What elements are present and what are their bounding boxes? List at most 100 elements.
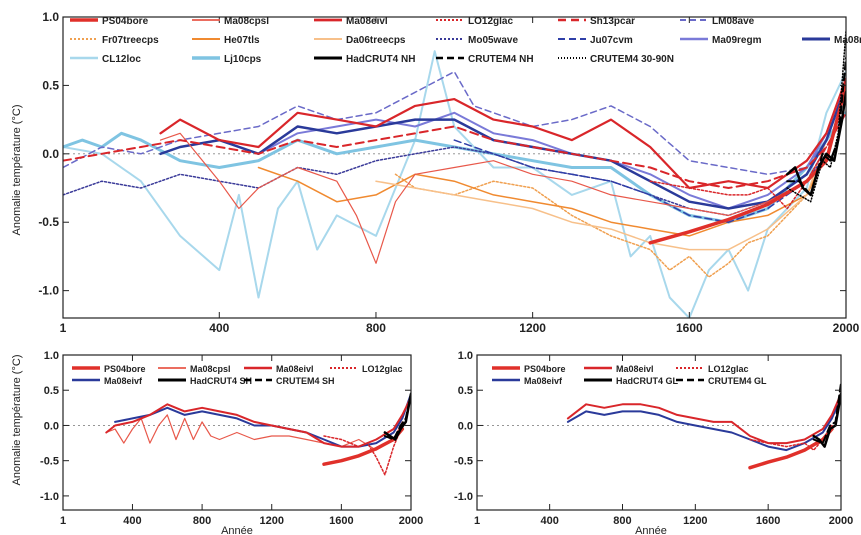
- series-line-ma08eivl: [105, 396, 411, 448]
- y-tick-label: 0.0: [458, 420, 473, 432]
- legend-label-ma08min7eivf: Ma08min7eivf: [834, 35, 861, 46]
- series-line-lo12glac: [323, 424, 404, 476]
- legend-label-ps04bore: PS04bore: [104, 364, 146, 374]
- x-tick-label: 2000: [829, 515, 853, 527]
- panel-c: -1.0 -0.5 0.0 0.5 1.0 1 400 800 1200 1600 2000 PS04…: [454, 350, 853, 527]
- series-line-ma08eivf: [114, 392, 411, 448]
- x-tick-label: 1200: [519, 321, 546, 335]
- x-tick-label: 1200: [259, 515, 283, 527]
- series-line-ma08cpsl: [159, 132, 828, 264]
- legend-label-hadcrut4-nh: HadCRUT4 NH: [346, 54, 415, 65]
- y-tick-label: -1.0: [38, 284, 59, 298]
- x-tick-label: 800: [613, 515, 631, 527]
- legend-label-crutem4-30-90n: CRUTEM4 30-90N: [590, 54, 674, 65]
- series-line-crutem4-sh: [383, 392, 411, 441]
- y-tick-label: 1.0: [458, 350, 473, 362]
- x-axis-label-b: Année: [221, 525, 253, 535]
- series-line-he07tls: [257, 153, 828, 237]
- legend-label-lo12glac: LO12glac: [468, 16, 513, 27]
- y-tick-label: -0.5: [454, 456, 473, 468]
- series-line-cl12loc: [63, 50, 846, 318]
- y-tick-label: -0.5: [38, 215, 59, 229]
- legend-label-crutem4-gl: CRUTEM4 GL: [708, 376, 767, 386]
- y-tick-label: -1.0: [40, 491, 59, 503]
- legend-label-ma08cpsl: Ma08cpsl: [190, 364, 231, 374]
- series-line-lo12glac: [749, 424, 833, 451]
- series-line-lj10cps: [63, 111, 846, 224]
- y-axis-label-bottom: Anomalie température (°C): [11, 355, 23, 486]
- y-tick-label: 0.0: [42, 147, 59, 161]
- series-group: [63, 29, 846, 318]
- x-tick-label: 2000: [399, 515, 423, 527]
- series-line-ma08cpsl: [105, 414, 403, 451]
- plot-frame: [476, 354, 842, 511]
- y-tick-label: -0.5: [40, 456, 59, 468]
- y-tick-label: 0.5: [42, 78, 59, 92]
- legend-label-hadcrut4-sh: HadCRUT4 SH: [190, 376, 252, 386]
- x-tick-label: 2000: [833, 321, 860, 335]
- x-tick-label: 1600: [756, 515, 780, 527]
- series-line-hadcrut4-nh: [785, 91, 846, 197]
- x-tick-label: 1200: [683, 515, 707, 527]
- legend-label-ma09regm: Ma09regm: [712, 35, 762, 46]
- y-tick-label: 1.0: [42, 10, 59, 24]
- legend-label-lo12glac: LO12glac: [362, 364, 403, 374]
- x-tick-label: 400: [540, 515, 558, 527]
- x-tick-label: 1: [60, 321, 67, 335]
- series-line-ma08eivl: [566, 392, 841, 445]
- x-tick-label: 1600: [329, 515, 353, 527]
- series-line-da06treecps: [375, 139, 828, 251]
- legend-label-ma08eivl: Ma08eivl: [346, 16, 388, 27]
- series-line-lm08ave: [63, 70, 828, 176]
- series-line-sh13pcar: [63, 111, 846, 189]
- x-tick-label: 800: [193, 515, 211, 527]
- series-line-ma08eivf: [566, 396, 841, 452]
- legend-label-sh13pcar: Sh13pcar: [590, 16, 635, 27]
- x-tick-label: 1600: [676, 321, 703, 335]
- legend-label-ma08eivl: Ma08eivl: [616, 364, 654, 374]
- legend-label-crutem4-nh: CRUTEM4 NH: [468, 54, 534, 65]
- legend-label-ju07cvm: Ju07cvm: [590, 35, 633, 46]
- legend-label-lj10cps: Lj10cps: [224, 54, 262, 65]
- x-tick-label: 800: [366, 321, 386, 335]
- y-tick-label: -1.0: [454, 491, 473, 503]
- legend-label-crutem4-sh: CRUTEM4 SH: [276, 376, 335, 386]
- series-line-hadcrut4-gl: [812, 392, 841, 448]
- series-line-ju07cvm: [453, 139, 828, 223]
- panel-a: -1.0 -0.5 0.0 0.5 1.0 1 400 800 1200 1600 2000 PS04…: [38, 10, 861, 335]
- legend-label-mo05wave: Mo05wave: [468, 35, 518, 46]
- y-tick-label: 0.5: [44, 385, 59, 397]
- legend-label-ma08eivl: Ma08eivl: [276, 364, 314, 374]
- legend-label-fr07treecps: Fr07treecps: [102, 35, 159, 46]
- legend-label-ma08eivf: Ma08eivf: [104, 376, 143, 386]
- x-tick-label: 400: [123, 515, 141, 527]
- x-tick-label: 1: [60, 515, 66, 527]
- series-group: [566, 382, 841, 470]
- series-group: [105, 392, 411, 476]
- legend-label-cl12loc: CL12loc: [102, 54, 141, 65]
- series-line-ps04bore: [648, 83, 846, 245]
- plot-frame: [62, 354, 412, 511]
- legend-label-lo12glac: LO12glac: [708, 364, 749, 374]
- legend-label-lm08ave: LM08ave: [712, 16, 755, 27]
- legend-label-hadcrut4-gl: HadCRUT4 GL: [616, 376, 679, 386]
- plot-frame: [62, 16, 847, 319]
- x-tick-label: 1: [474, 515, 480, 527]
- legend-label-ps04bore: PS04bore: [524, 364, 566, 374]
- legend-label-ps04bore: PS04bore: [102, 16, 149, 27]
- y-axis-label-top: Anomalie température (°C): [11, 105, 23, 236]
- series-line-hadcrut4-sh: [383, 392, 411, 441]
- legend-label-da06treecps: Da06treecps: [346, 35, 406, 46]
- series-line-ma08min7eivf: [159, 84, 846, 210]
- series-line-fr07treecps: [394, 153, 828, 278]
- legend-label-ma08cpsl: Ma08cpsl: [224, 16, 269, 27]
- legend-label-ma08eivf: Ma08eivf: [524, 376, 563, 386]
- panel-b: -1.0 -0.5 0.0 0.5 1.0 1 400 800 1200 1600 2000 PS04…: [40, 350, 423, 527]
- x-tick-label: 400: [209, 321, 229, 335]
- y-tick-label: 0.0: [44, 420, 59, 432]
- x-axis-label-c: Année: [635, 525, 667, 535]
- legend-label-he07tls: He07tls: [224, 35, 260, 46]
- series-line-ma08eivl: [159, 77, 846, 190]
- y-tick-label: 0.5: [458, 385, 473, 397]
